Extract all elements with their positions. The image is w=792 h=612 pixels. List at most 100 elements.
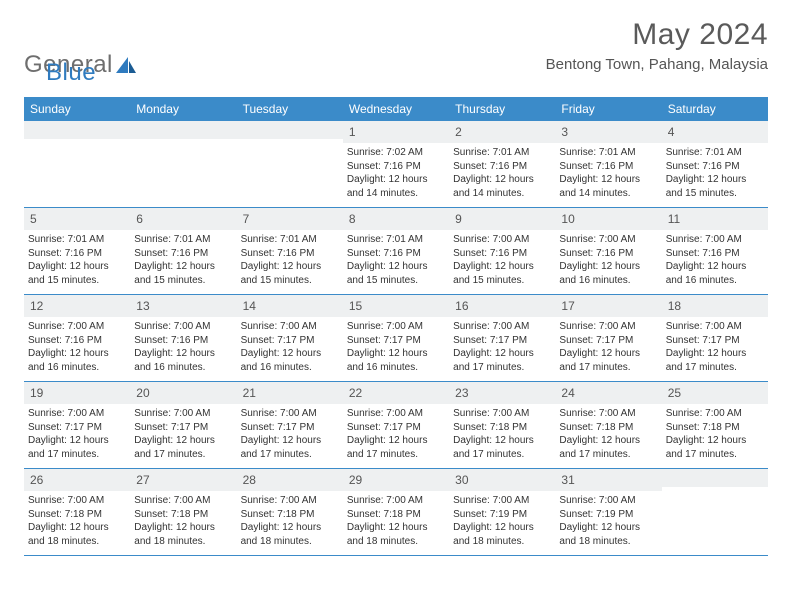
daylight-text: Daylight: 12 hours and 16 minutes.	[666, 260, 764, 287]
day-number: 6	[136, 212, 143, 226]
day-number-row: 16	[449, 295, 555, 317]
sunset-text: Sunset: 7:16 PM	[134, 247, 232, 261]
sunset-text: Sunset: 7:18 PM	[453, 421, 551, 435]
calendar-day: 16 Sunrise: 7:00 AMSunset: 7:17 PMDayligh…	[449, 295, 555, 381]
day-number-row	[662, 469, 768, 487]
calendar-day	[237, 121, 343, 207]
day-number-row: 11	[662, 208, 768, 230]
calendar-day	[24, 121, 130, 207]
calendar-week: 26Sunrise: 7:00 AMSunset: 7:18 PMDayligh…	[24, 469, 768, 556]
sunrise-text: Sunrise: 7:00 AM	[28, 494, 126, 508]
daylight-text: Daylight: 12 hours and 18 minutes.	[134, 521, 232, 548]
day-number: 4	[668, 125, 675, 139]
sunset-text: Sunset: 7:17 PM	[559, 334, 657, 348]
day-number: 18	[668, 299, 681, 313]
calendar-week: 1Sunrise: 7:02 AMSunset: 7:16 PMDaylight…	[24, 121, 768, 208]
calendar-day: 20Sunrise: 7:00 AMSunset: 7:17 PMDayligh…	[130, 382, 236, 468]
location-subtitle: Bentong Town, Pahang, Malaysia	[546, 56, 768, 73]
brand-name-part2: Blue	[46, 59, 96, 86]
day-number: 30	[455, 473, 468, 487]
day-number-row	[237, 121, 343, 139]
day-number-row: 25	[662, 382, 768, 404]
sunrise-text: Sunrise: 7:01 AM	[134, 233, 232, 247]
calendar-day: 24Sunrise: 7:00 AMSunset: 7:18 PMDayligh…	[555, 382, 661, 468]
daylight-text: Daylight: 12 hours and 18 minutes.	[241, 521, 339, 548]
day-number-row: 21	[237, 382, 343, 404]
daylight-text: Daylight: 12 hours and 15 minutes.	[28, 260, 126, 287]
day-number: 22	[349, 386, 362, 400]
day-number: 16	[455, 299, 468, 313]
day-number-row: 19	[24, 382, 130, 404]
day-number-row: 7	[237, 208, 343, 230]
day-number-row	[130, 121, 236, 139]
day-number-row: 22	[343, 382, 449, 404]
sunset-text: Sunset: 7:16 PM	[347, 160, 445, 174]
sunrise-text: Sunrise: 7:00 AM	[241, 494, 339, 508]
sunrise-text: Sunrise: 7:01 AM	[28, 233, 126, 247]
daylight-text: Daylight: 12 hours and 18 minutes.	[559, 521, 657, 548]
day-number-row: 26	[24, 469, 130, 491]
calendar-day	[130, 121, 236, 207]
sunset-text: Sunset: 7:18 PM	[241, 508, 339, 522]
sunrise-text: Sunrise: 7:00 AM	[241, 320, 339, 334]
day-number-row: 27	[130, 469, 236, 491]
sunrise-text: Sunrise: 7:00 AM	[347, 494, 445, 508]
day-number-row: 1	[343, 121, 449, 143]
day-number-row: 18	[662, 295, 768, 317]
day-number: 19	[30, 386, 43, 400]
sunrise-text: Sunrise: 7:00 AM	[666, 320, 764, 334]
day-number: 10	[561, 212, 574, 226]
day-number: 17	[561, 299, 574, 313]
calendar-day: 31Sunrise: 7:00 AMSunset: 7:19 PMDayligh…	[555, 469, 661, 555]
calendar-day: 18Sunrise: 7:00 AMSunset: 7:17 PMDayligh…	[662, 295, 768, 381]
calendar-day: 22Sunrise: 7:00 AMSunset: 7:17 PMDayligh…	[343, 382, 449, 468]
day-number-row: 24	[555, 382, 661, 404]
calendar-page: General May 2024 Bentong Town, Pahang, M…	[0, 0, 792, 612]
sunset-text: Sunset: 7:17 PM	[347, 421, 445, 435]
calendar-week: 12 Sunrise: 7:00 AM Sunset: 7:16 PM Dayligh…	[24, 295, 768, 382]
day-number: 12	[30, 299, 43, 313]
sunset-text: Sunset: 7:16 PM	[134, 334, 232, 348]
day-number: 24	[561, 386, 574, 400]
daylight-text: Daylight: 12 hours and 17 minutes.	[559, 347, 657, 374]
sunrise-text: Sunrise: 7:00 AM	[134, 407, 232, 421]
sunset-text: Sunset: 7:19 PM	[453, 508, 551, 522]
day-number-row: 14	[237, 295, 343, 317]
day-number-row: 31	[555, 469, 661, 491]
daylight-text: Daylight: 12 hours and 14 minutes.	[559, 173, 657, 200]
sunrise-text: Sunrise: 7:00 AM	[453, 407, 551, 421]
weekday-saturday: Saturday	[662, 97, 768, 121]
day-number: 29	[349, 473, 362, 487]
day-number-row: 10	[555, 208, 661, 230]
sunrise-text: Sunrise: 7:00 AM	[453, 233, 551, 247]
daylight-text: Daylight: 12 hours and 15 minutes.	[134, 260, 232, 287]
sunrise-text: Sunrise: 7:01 AM	[241, 233, 339, 247]
sunset-text: Sunset: 7:17 PM	[453, 334, 551, 348]
sunrise-text: Sunrise: 7:00 AM	[559, 494, 657, 508]
sunrise-text: Sunrise: 7:01 AM	[347, 233, 445, 247]
day-number: 9	[455, 212, 462, 226]
daylight-text: Daylight: 12 hours and 14 minutes.	[347, 173, 445, 200]
daylight-text: Daylight: 12 hours and 16 minutes.	[347, 347, 445, 374]
sunrise-text: Sunrise: 7:00 AM	[453, 320, 551, 334]
day-number-row: 12	[24, 295, 130, 317]
sunrise-text: Sunrise: 7:00 AM	[559, 320, 657, 334]
daylight-text: Daylight: 12 hours and 17 minutes.	[666, 347, 764, 374]
sunset-text: Sunset: 7:16 PM	[28, 334, 126, 348]
calendar-day: 21Sunrise: 7:00 AMSunset: 7:17 PMDayligh…	[237, 382, 343, 468]
day-number-row: 28	[237, 469, 343, 491]
daylight-text: Daylight: 12 hours and 15 minutes.	[666, 173, 764, 200]
daylight-text: Daylight: 12 hours and 17 minutes.	[453, 434, 551, 461]
day-number: 31	[561, 473, 574, 487]
calendar-grid: Sunday Monday Tuesday Wednesday Thursday…	[24, 97, 768, 556]
calendar-day: 25Sunrise: 7:00 AMSunset: 7:18 PMDayligh…	[662, 382, 768, 468]
sunrise-text: Sunrise: 7:00 AM	[559, 233, 657, 247]
day-number: 15	[349, 299, 362, 313]
calendar-day: 13Sunrise: 7:00 AMSunset: 7:16 PMDayligh…	[130, 295, 236, 381]
sunset-text: Sunset: 7:18 PM	[559, 421, 657, 435]
day-number: 20	[136, 386, 149, 400]
daylight-text: Daylight: 12 hours and 17 minutes.	[453, 347, 551, 374]
day-number: 8	[349, 212, 356, 226]
daylight-text: Daylight: 12 hours and 18 minutes.	[347, 521, 445, 548]
month-title: May 2024	[546, 18, 768, 52]
